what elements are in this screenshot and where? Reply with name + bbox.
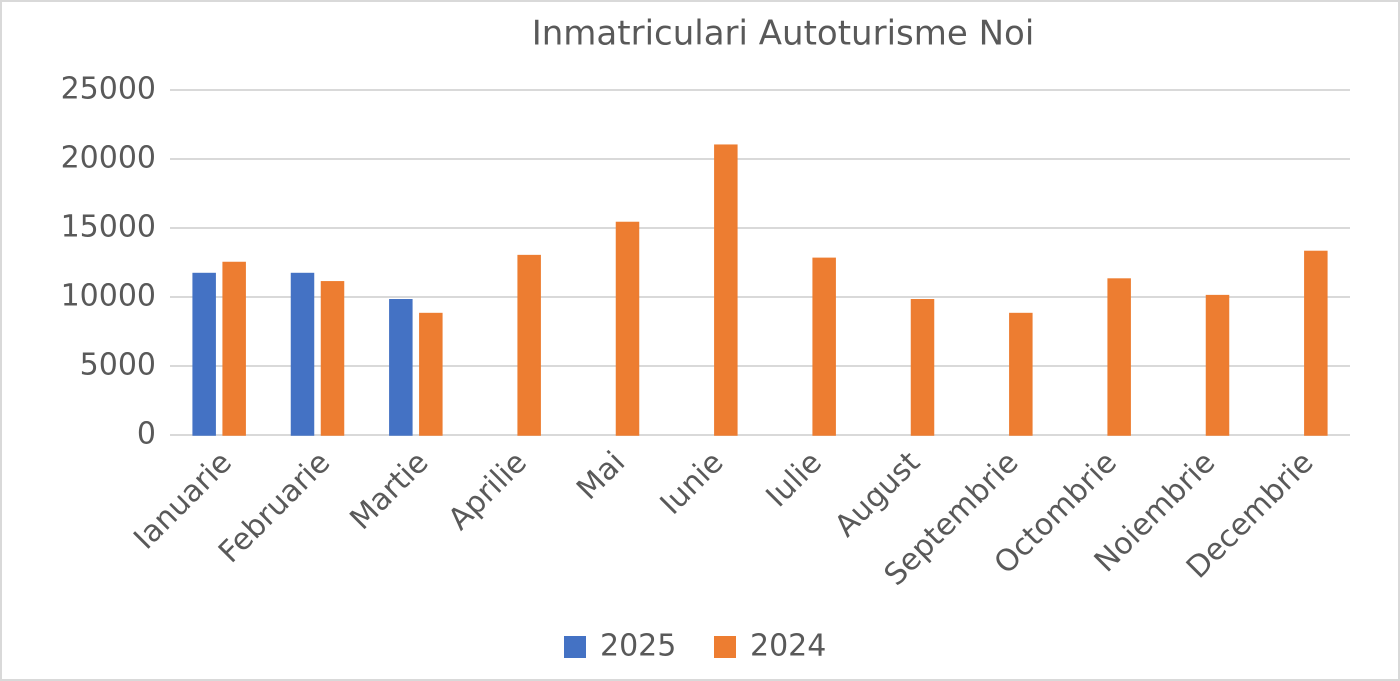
- legend-label: 2024: [750, 629, 826, 664]
- y-tick-label: 20000: [61, 141, 156, 176]
- y-tick-label: 0: [137, 417, 156, 452]
- bar: [320, 281, 345, 436]
- y-tick-label: 15000: [61, 210, 156, 245]
- bar: [1205, 294, 1230, 436]
- bar: [1009, 312, 1033, 436]
- bar: [1107, 278, 1131, 436]
- bar: [714, 144, 738, 436]
- legend-swatch: [564, 636, 586, 658]
- y-tick-label: 10000: [61, 279, 156, 314]
- bar: [419, 312, 443, 436]
- chart-title: Inmatriculari Autoturisme Noi: [532, 14, 1035, 54]
- bar: [812, 257, 836, 436]
- bar: [222, 261, 246, 436]
- legend-swatch: [714, 636, 736, 658]
- y-tick-label: 5000: [80, 348, 156, 383]
- legend-label: 2025: [600, 629, 676, 664]
- y-tick-label: 25000: [61, 72, 156, 107]
- bar: [615, 221, 640, 436]
- bar: [389, 299, 413, 436]
- bar: [290, 272, 315, 436]
- bar: [910, 299, 935, 436]
- bar: [517, 254, 541, 436]
- bar: [1304, 250, 1328, 436]
- bar: [192, 272, 216, 436]
